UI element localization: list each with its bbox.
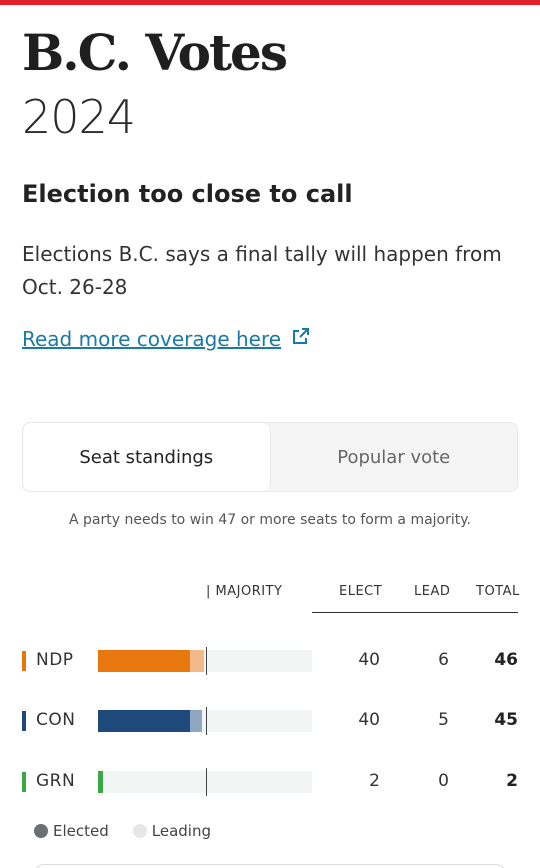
elected-segment	[98, 771, 103, 793]
party-color-swatch	[22, 651, 26, 671]
party-name: NDP	[36, 650, 74, 670]
column-divider	[312, 612, 518, 613]
total-column-header: TOTAL	[476, 584, 520, 599]
tab-popular-vote[interactable]: Popular vote	[337, 446, 451, 468]
leading-count: 5	[438, 710, 449, 730]
seat-bar	[98, 707, 312, 735]
party-name: CON	[36, 710, 76, 730]
majority-marker	[206, 768, 208, 796]
page-title: B.C. Votes	[22, 23, 288, 82]
seat-bar	[98, 647, 312, 675]
leading-count: 6	[438, 650, 449, 670]
majority-marker	[206, 707, 208, 735]
party-color-swatch	[22, 772, 26, 792]
legend-label-elected: Elected	[53, 822, 109, 840]
total-count: 2	[506, 771, 518, 791]
elected-count: 40	[358, 710, 380, 730]
leading-swatch	[132, 824, 147, 838]
party-name: GRN	[36, 771, 76, 791]
party-row-grn: GRN 2 0 2	[22, 768, 518, 796]
party-color-swatch	[22, 711, 26, 731]
next-card-edge	[34, 864, 506, 868]
elected-segment	[98, 650, 191, 672]
majority-column-header: | MAJORITY	[206, 584, 283, 599]
notice-description: Elections B.C. says a final tally will h…	[22, 242, 502, 299]
top-accent-bar	[0, 0, 540, 5]
view-tabs: Seat standings Popular vote	[22, 422, 518, 492]
leading-count: 0	[438, 771, 449, 791]
external-link-icon	[291, 326, 311, 351]
lead-column-header: LEAD	[414, 584, 451, 599]
elected-count: 40	[358, 650, 380, 670]
leading-segment	[190, 710, 202, 732]
legend-label-leading: Leading	[151, 822, 211, 840]
elect-column-header: ELECT	[339, 584, 383, 599]
page-year: 2024	[22, 90, 136, 144]
bar-legend: Elected Leading	[34, 822, 211, 840]
elected-swatch	[34, 824, 48, 838]
elected-segment	[98, 710, 191, 732]
party-row-con: CON 40 5 45	[22, 707, 518, 735]
total-count: 46	[494, 650, 518, 670]
elected-count: 2	[369, 771, 380, 791]
legend-item-elected: Elected	[34, 822, 109, 840]
read-more-link-label: Read more coverage here	[22, 326, 282, 351]
party-row-ndp: NDP 40 6 46	[22, 647, 518, 675]
total-count: 45	[494, 710, 518, 730]
seat-bar	[98, 768, 312, 796]
leading-segment	[190, 650, 204, 672]
majority-note: A party needs to win 47 or more seats to…	[68, 512, 471, 528]
read-more-link[interactable]: Read more coverage here	[22, 326, 311, 351]
tab-seat-standings[interactable]: Seat standings	[23, 423, 271, 491]
notice-headline: Election too close to call	[22, 180, 353, 208]
majority-marker	[206, 647, 208, 675]
legend-item-leading: Leading	[132, 822, 211, 840]
